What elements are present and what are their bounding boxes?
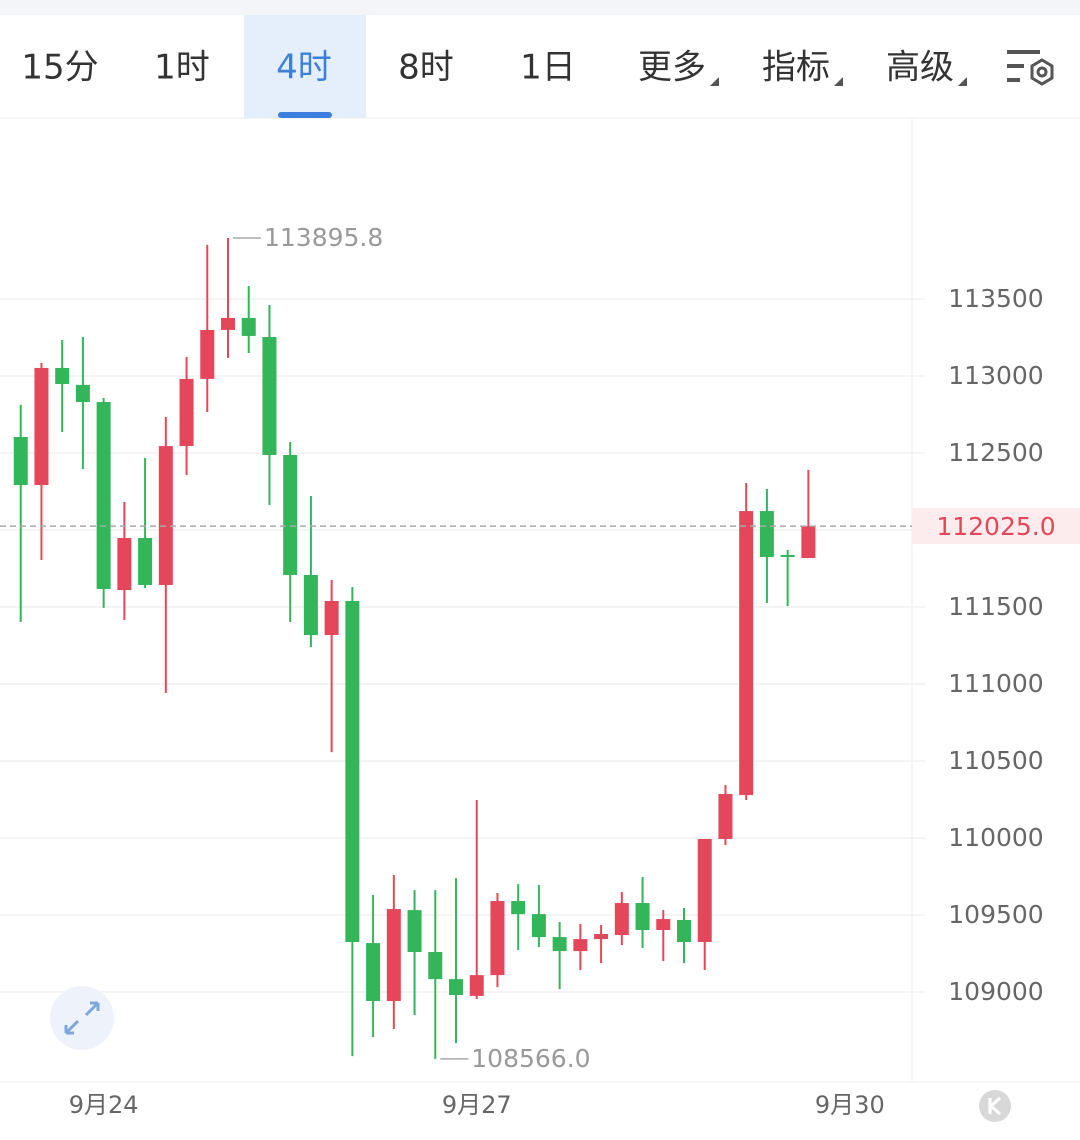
candle-body	[138, 538, 153, 585]
candle-body	[428, 952, 443, 980]
annotation-label: 108566.0	[471, 1044, 590, 1073]
dropdown-marker	[958, 77, 967, 86]
candle-body	[573, 939, 588, 952]
tab[interactable]: 1日	[520, 48, 576, 88]
candle-body	[594, 933, 609, 940]
tab[interactable]: 4时	[276, 48, 332, 88]
candle-body	[697, 838, 712, 942]
x-tick-label: 9月24	[69, 1091, 139, 1119]
dropdown-marker	[834, 77, 843, 86]
candle-body	[200, 329, 215, 379]
candle-body	[407, 910, 422, 953]
y-tick-label: 109000	[948, 977, 1043, 1006]
candle-body	[614, 903, 629, 936]
candle-body	[739, 511, 754, 796]
candle-body	[96, 402, 111, 589]
current-price-label: 112025.0	[936, 512, 1055, 541]
tab[interactable]: 高级	[886, 48, 954, 88]
x-tick-label: 9月27	[442, 1091, 512, 1119]
candle-body	[241, 317, 256, 336]
tab[interactable]: 8时	[398, 48, 454, 88]
current-price-box	[912, 508, 1080, 545]
candle-body	[303, 574, 318, 636]
candle-body	[283, 454, 298, 575]
plot: 109000 109500 110000 110500 111000 111500 1120…	[0, 223, 1080, 1119]
candle-body	[262, 337, 277, 455]
candle-body	[34, 367, 49, 486]
y-tick-label: 111000	[948, 669, 1043, 698]
y-tick-label: 113000	[948, 361, 1043, 390]
tab[interactable]: 15分	[21, 48, 98, 88]
status-strip	[0, 0, 1080, 15]
tab[interactable]: 指标	[762, 48, 830, 88]
expand-button[interactable]	[50, 986, 114, 1050]
tab[interactable]: 1时	[154, 48, 210, 88]
candle-body	[531, 914, 546, 938]
y-tick-label: 110000	[948, 823, 1043, 852]
candle-body	[13, 436, 28, 486]
y-tick-label: 113500	[948, 284, 1043, 313]
candle-body	[366, 943, 381, 1001]
candle-body	[718, 793, 733, 839]
y-tick-label: 109500	[948, 900, 1043, 929]
candle-body	[656, 919, 671, 930]
candle-body	[179, 378, 194, 447]
candle-body	[158, 446, 173, 585]
candle-body	[75, 384, 90, 403]
candle-body	[552, 937, 567, 952]
candle-body	[511, 901, 526, 915]
candle-body	[490, 901, 505, 976]
candle-body	[117, 538, 132, 591]
annotation-label: 113895.8	[264, 223, 383, 252]
tab-bar: 15分 1时 4时 8时 1日 更多 指标 高级	[21, 48, 967, 88]
candle-body	[677, 919, 691, 942]
candle-body	[386, 909, 401, 1001]
x-tick-label: 9月30	[815, 1091, 885, 1119]
tab[interactable]: 更多	[638, 48, 706, 88]
candle-body	[469, 975, 484, 996]
candle-body	[221, 317, 235, 330]
candle-body	[801, 526, 816, 559]
active-tab-underline	[278, 112, 332, 118]
dropdown-marker	[710, 77, 719, 86]
candle-body	[55, 367, 70, 384]
y-tick-label: 112500	[948, 438, 1043, 467]
candle-body	[324, 601, 339, 636]
y-tick-label: 110500	[948, 746, 1043, 775]
active-tab-bg	[244, 15, 366, 118]
settings-icon[interactable]	[1007, 50, 1054, 86]
candle-body	[759, 511, 774, 557]
k-button[interactable]	[979, 1090, 1011, 1122]
candle-body	[635, 903, 650, 930]
candle-body	[449, 979, 463, 995]
candle-body	[345, 601, 360, 942]
candle-body	[780, 554, 795, 557]
y-tick-label: 111500	[948, 592, 1043, 621]
